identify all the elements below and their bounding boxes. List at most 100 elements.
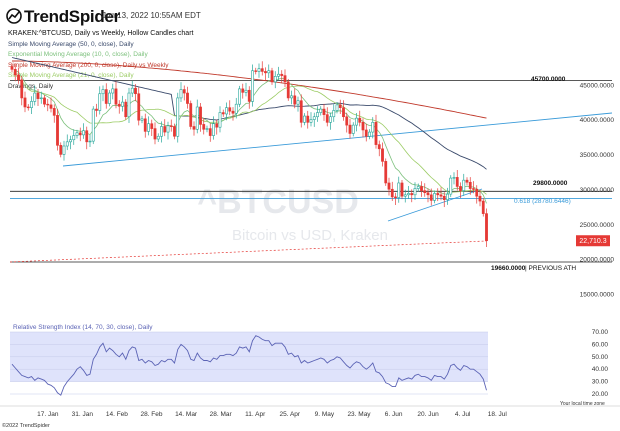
- candle: [332, 104, 336, 122]
- candle: [205, 125, 209, 133]
- watermark-subtitle: Bitcoin vs USD, Kraken: [232, 227, 388, 244]
- candle: [215, 119, 219, 135]
- candle: [384, 158, 388, 186]
- price-tick: 25000.0000: [580, 222, 615, 229]
- candle: [65, 134, 69, 151]
- indicator-label-sma21: Simple Moving Average (21, 0, close), Da…: [8, 72, 134, 79]
- date-tick: 11. Apr: [245, 411, 266, 418]
- candle: [46, 99, 50, 112]
- price-tick: 35000.0000: [580, 152, 615, 159]
- candle: [345, 112, 349, 133]
- candle: [446, 187, 449, 205]
- candle: [329, 112, 332, 130]
- candle: [192, 121, 196, 136]
- candle: [59, 142, 63, 158]
- candle: [309, 112, 313, 127]
- candle: [316, 106, 319, 122]
- chart-title: KRAKEN:^BTCUSD, Daily vs Weekly, Hollow …: [8, 30, 194, 37]
- candle: [273, 71, 277, 89]
- candle: [91, 106, 95, 145]
- date-tick: 20. Jun: [417, 411, 439, 418]
- candle: [104, 83, 108, 109]
- candle: [78, 127, 82, 142]
- candle: [251, 64, 254, 107]
- candle: [410, 189, 414, 203]
- candle: [475, 185, 479, 204]
- candle: [95, 103, 98, 117]
- date-tick: 14. Mar: [175, 411, 198, 418]
- candle: [176, 92, 180, 143]
- candle: [225, 102, 228, 121]
- price-tick: 45000.0000: [580, 82, 615, 89]
- date-axis: 17. Jan 31. Jan 14. Feb 28. Feb 14. Mar …: [37, 411, 507, 418]
- candle: [429, 188, 433, 206]
- candle: [322, 103, 326, 121]
- candle: [439, 187, 443, 201]
- price-tick: 20000.0000: [580, 257, 615, 264]
- candle: [160, 121, 163, 143]
- candle: [452, 172, 456, 185]
- candle: [221, 109, 225, 117]
- candle: [312, 112, 316, 127]
- candle: [303, 113, 306, 126]
- candle: [390, 181, 394, 201]
- level-label-19660: 19660.0000: [491, 265, 526, 272]
- candle: [23, 91, 27, 113]
- watermark-symbol: ^BTCUSD: [197, 183, 359, 221]
- candle: [72, 129, 76, 145]
- candle: [306, 110, 310, 129]
- candles: [10, 61, 488, 248]
- candle: [364, 123, 368, 142]
- candle: [108, 90, 111, 107]
- candle: [319, 106, 323, 116]
- candle: [338, 99, 342, 114]
- candle: [442, 192, 446, 208]
- candle: [449, 175, 453, 198]
- candle: [351, 122, 355, 137]
- candle: [88, 134, 92, 147]
- candle: [381, 142, 384, 167]
- indicator-label-sma200: Simple Moving Average (200, 0, close), D…: [8, 62, 169, 69]
- candle: [374, 114, 378, 149]
- candle: [150, 119, 154, 136]
- date-tick: 4. Jul: [455, 411, 471, 418]
- candle: [212, 116, 215, 140]
- candle: [270, 67, 274, 85]
- candle: [413, 182, 417, 200]
- candle: [182, 85, 186, 101]
- candle: [293, 88, 297, 109]
- candle: [56, 109, 59, 151]
- candle: [33, 85, 37, 106]
- date-tick: 25. Apr: [279, 411, 300, 418]
- last-price-label: 22,710.3: [579, 238, 606, 245]
- candle: [10, 63, 14, 73]
- candle: [254, 67, 258, 75]
- candle: [260, 61, 264, 76]
- candle: [143, 113, 147, 138]
- candle: [134, 84, 137, 102]
- candle: [462, 173, 466, 196]
- candle: [286, 78, 290, 101]
- candle: [342, 100, 345, 121]
- candle: [173, 123, 176, 140]
- candle: [20, 75, 24, 106]
- price-tick: 40000.0000: [580, 117, 615, 124]
- copyright: ©2022 TrendSpider: [2, 423, 50, 429]
- candle: [436, 188, 440, 202]
- candle: [39, 91, 43, 104]
- candle: [433, 190, 436, 204]
- candle: [43, 94, 46, 108]
- candle: [130, 80, 134, 98]
- candle: [231, 107, 235, 121]
- candle: [202, 118, 206, 135]
- candle: [465, 177, 469, 186]
- sma21-line: [21, 80, 487, 195]
- candle: [348, 118, 352, 139]
- candle: [358, 110, 362, 127]
- chart-date: Jun 13, 2022 10:55AM EDT: [102, 11, 201, 20]
- ath-label: | PREVIOUS ATH: [525, 265, 576, 272]
- candle: [98, 86, 102, 115]
- rsi-tick: 20.00: [592, 391, 609, 398]
- candle: [407, 186, 410, 199]
